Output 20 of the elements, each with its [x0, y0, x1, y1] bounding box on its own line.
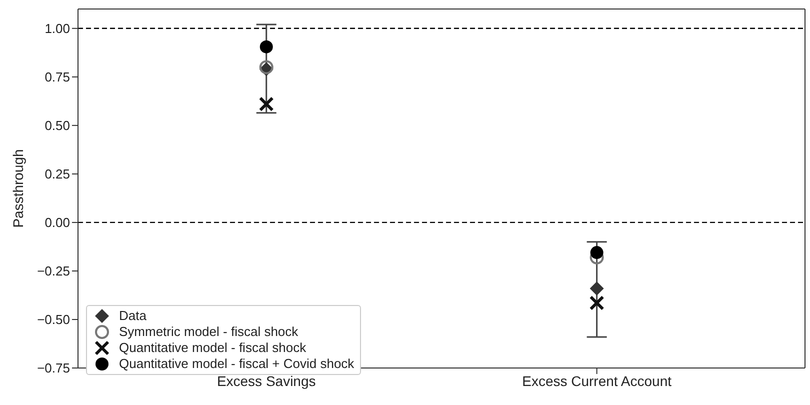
y-tick-label: 0.50	[44, 118, 70, 134]
point	[258, 96, 274, 112]
point	[260, 40, 273, 54]
legend-label: Symmetric model - fiscal shock	[119, 324, 298, 340]
legend-label: Quantitative model - fiscal + Covid shock	[119, 356, 354, 372]
point	[589, 295, 604, 310]
point	[590, 281, 604, 296]
y-tick-label: 0.00	[44, 215, 70, 230]
y-tick-label: −0.75	[37, 360, 70, 376]
y-tick-label: 0.25	[44, 166, 70, 182]
y-tick-label: −0.50	[37, 312, 70, 328]
y-tick-label: 1.00	[44, 21, 70, 36]
x-tick-label: Excess Current Account	[522, 372, 672, 389]
legend-label: Data	[119, 308, 146, 324]
y-tick-label: 0.75	[44, 70, 70, 85]
y-axis-title: Passthrough	[10, 149, 26, 228]
legend-label: Quantitative model - fiscal shock	[119, 340, 306, 356]
point	[590, 246, 604, 260]
x-tick-label: Excess Savings	[216, 372, 316, 389]
y-tick-label: −0.25	[37, 264, 70, 279]
